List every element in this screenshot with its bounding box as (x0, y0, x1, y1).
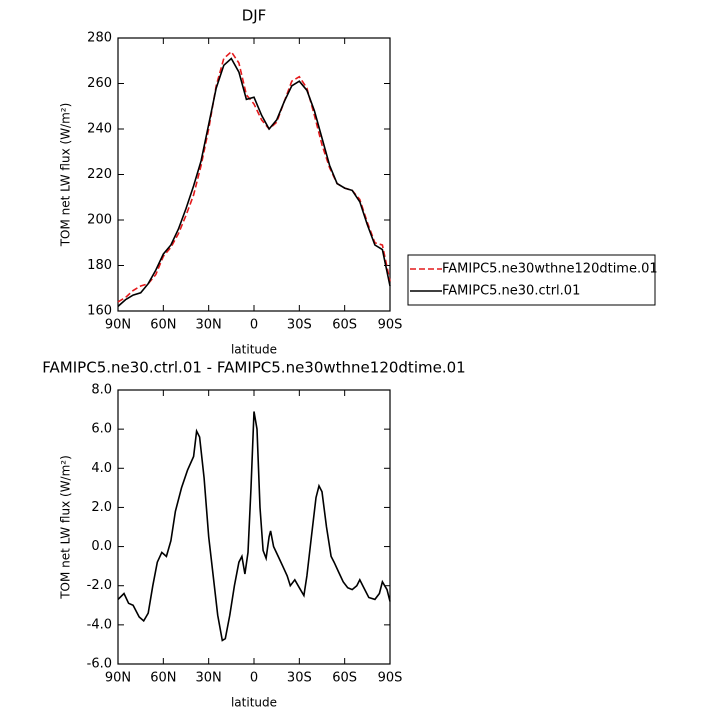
data-line (117, 411, 391, 642)
chart-title: FAMIPC5.ne30.ctrl.01 - FAMIPC5.ne30wthne… (42, 359, 465, 377)
chart-title: DJF (242, 7, 267, 25)
y-tick-label: 8.0 (91, 383, 112, 398)
x-axis-label: latitude (231, 343, 277, 357)
y-tick-label: 180 (87, 258, 112, 273)
x-axis-label: latitude (231, 696, 277, 710)
x-tick-label: 60S (332, 318, 357, 333)
y-tick-label: 240 (87, 122, 112, 137)
plot-frame (117, 37, 391, 312)
y-tick-label: -4.0 (87, 617, 112, 632)
legend-label: FAMIPC5.ne30.ctrl.01 (442, 284, 580, 299)
y-tick-label: 280 (87, 31, 112, 46)
x-tick-label: 30N (196, 671, 222, 686)
x-tick-label: 60N (150, 318, 176, 333)
data-line (117, 57, 391, 307)
x-tick-label: 0 (250, 671, 258, 686)
x-tick-label: 90S (378, 318, 403, 333)
x-tick-label: 30N (196, 318, 222, 333)
y-tick-label: -2.0 (87, 578, 112, 593)
x-tick-label: 30S (287, 318, 312, 333)
x-tick-label: 90N (105, 671, 131, 686)
x-tick-label: 90N (105, 318, 131, 333)
y-axis-label: TOM net LW flux (W/m²) (59, 455, 73, 600)
y-tick-label: -6.0 (87, 657, 112, 672)
y-tick-label: 160 (87, 304, 112, 319)
legend-box (407, 254, 656, 306)
y-tick-label: 4.0 (91, 461, 112, 476)
y-tick-label: 200 (87, 213, 112, 228)
y-tick-label: 0.0 (91, 539, 112, 554)
x-tick-label: 90S (378, 671, 403, 686)
x-tick-label: 60N (150, 671, 176, 686)
y-tick-label: 220 (87, 167, 112, 182)
legend-label: FAMIPC5.ne30wthne120dtime.01 (442, 262, 658, 277)
x-tick-label: 60S (332, 671, 357, 686)
x-tick-label: 30S (287, 671, 312, 686)
y-axis-label: TOM net LW flux (W/m²) (59, 103, 73, 248)
y-tick-label: 260 (87, 76, 112, 91)
x-tick-label: 0 (250, 318, 258, 333)
y-tick-label: 2.0 (91, 500, 112, 515)
y-tick-label: 6.0 (91, 422, 112, 437)
